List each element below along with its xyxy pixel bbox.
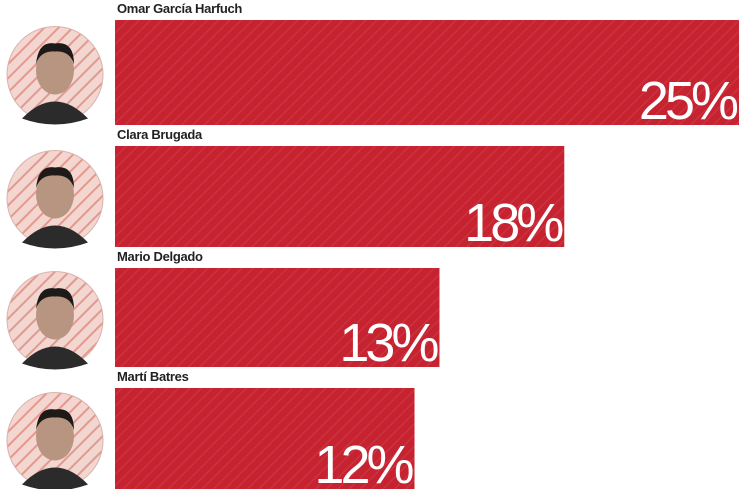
category-label: Clara Brugada [117, 127, 203, 142]
portrait-head [36, 291, 74, 340]
portrait-head [36, 46, 74, 95]
value-label: 18% [464, 193, 563, 253]
bar-hatch [115, 268, 440, 367]
bar-hatch [115, 388, 415, 489]
portrait-hair [36, 288, 74, 310]
portrait-hair [36, 167, 74, 189]
value-label: 12% [314, 435, 413, 489]
value-label: 25% [639, 71, 738, 131]
category-label: Mario Delgado [117, 249, 203, 264]
portrait-hair [36, 43, 74, 65]
portrait-body [22, 225, 88, 249]
category-label: Omar García Harfuch [117, 1, 242, 16]
portrait-hair [36, 409, 74, 431]
category-label: Martí Batres [117, 369, 189, 384]
bar-hatch [115, 20, 739, 125]
portrait-body [22, 101, 88, 125]
value-label: 13% [339, 313, 438, 373]
portrait-head [36, 412, 74, 461]
bar-hatch [115, 146, 565, 247]
portrait-body [22, 467, 88, 489]
portrait-body [22, 346, 88, 370]
portraits [6, 26, 104, 489]
portrait-head [36, 170, 74, 219]
